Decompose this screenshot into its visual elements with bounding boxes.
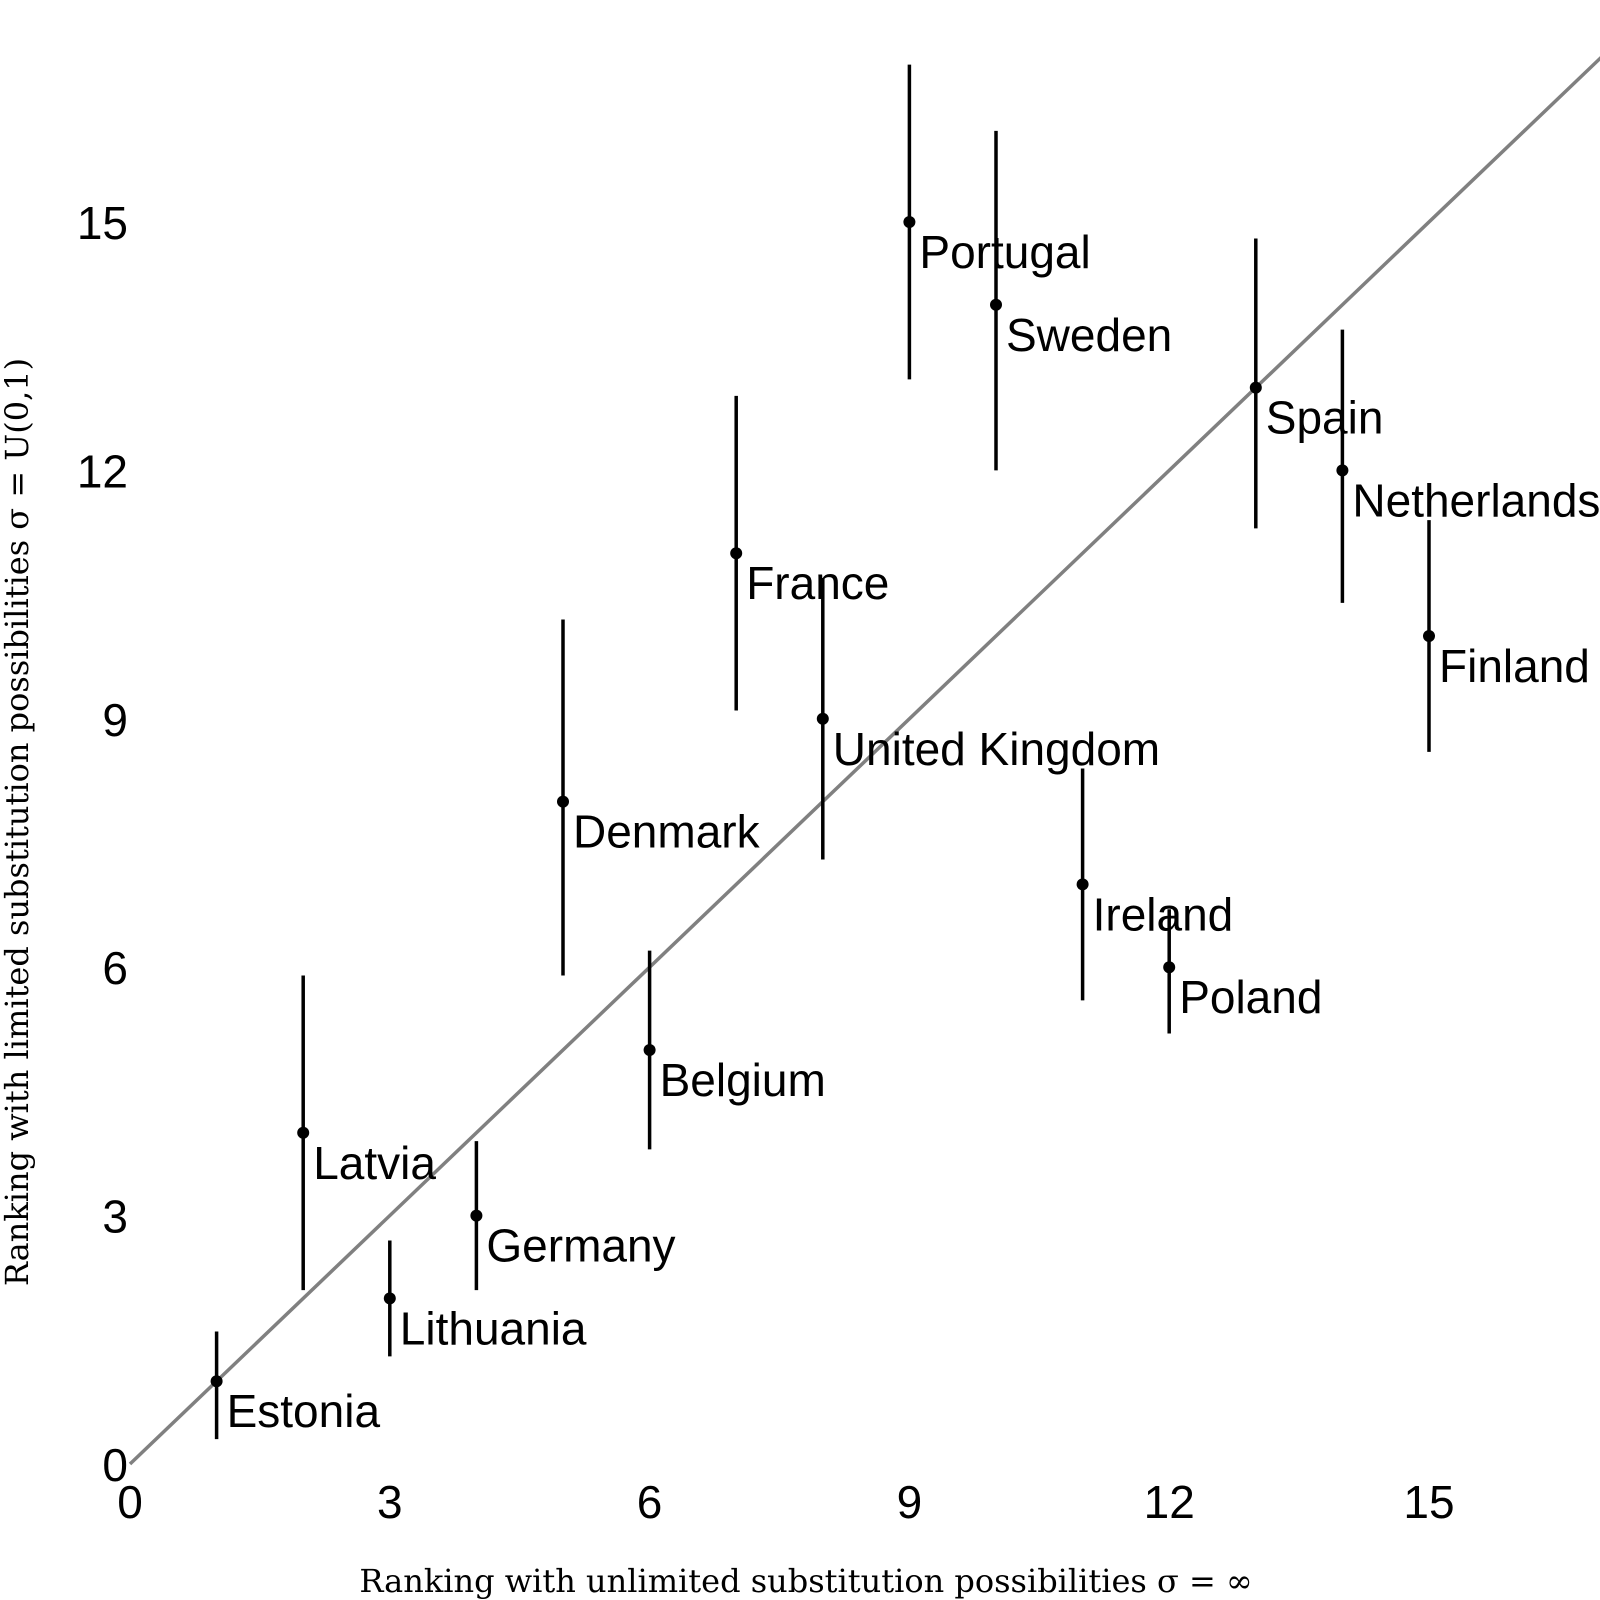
y-tick-label: 3 (102, 1191, 128, 1243)
point-label: Latvia (313, 1137, 436, 1189)
data-point (1336, 464, 1349, 477)
data-point (297, 1126, 310, 1139)
x-tick-label: 15 (1403, 1476, 1454, 1528)
y-axis-title: Ranking with limited substitution possib… (0, 358, 36, 1286)
x-tick-label: 6 (637, 1476, 663, 1528)
point-label: Sweden (1006, 309, 1172, 361)
point-label: Finland (1439, 640, 1590, 692)
data-point (557, 795, 569, 808)
y-tick-label: 12 (77, 445, 128, 497)
x-axis-title: Ranking with unlimited substitution poss… (359, 1562, 1252, 1600)
x-tick-label: 3 (377, 1476, 403, 1528)
point-label: Netherlands (1352, 474, 1600, 526)
data-point (730, 547, 743, 560)
data-point (816, 712, 829, 725)
data-point (643, 1044, 656, 1056)
x-tick-label: 0 (117, 1476, 143, 1528)
point-label: France (746, 557, 889, 609)
reference-line (128, 56, 1600, 1466)
data-point (1249, 381, 1262, 394)
point-label: Estonia (227, 1385, 381, 1437)
plot-area: 0 3 6 9 12 15 0 3 6 9 12 15 Estonia Latvia Lithuania Ge… (77, 56, 1600, 1528)
data-point (1163, 961, 1176, 974)
y-tick-label: 6 (102, 942, 128, 994)
point-label: Spain (1266, 392, 1384, 444)
x-tick-label: 12 (1144, 1476, 1195, 1528)
data-point (990, 298, 1002, 311)
data-point (1076, 878, 1089, 891)
point-label: Poland (1179, 971, 1322, 1023)
point-label: Lithuania (400, 1302, 587, 1354)
data-point (383, 1292, 396, 1305)
point-label: Ireland (1093, 888, 1234, 940)
point-label: Germany (486, 1220, 675, 1272)
data-point (470, 1209, 483, 1222)
data-point (210, 1375, 223, 1388)
data-point (1423, 630, 1435, 642)
point-label: Belgium (660, 1054, 826, 1106)
y-tick-label: 15 (77, 197, 128, 249)
point-label: Portugal (919, 226, 1090, 278)
x-tick-label: 9 (897, 1476, 923, 1528)
y-tick-label: 0 (102, 1439, 128, 1491)
point-label: United Kingdom (833, 723, 1160, 775)
data-point (903, 216, 916, 228)
point-label: Denmark (573, 806, 761, 858)
y-tick-label: 9 (102, 694, 128, 746)
